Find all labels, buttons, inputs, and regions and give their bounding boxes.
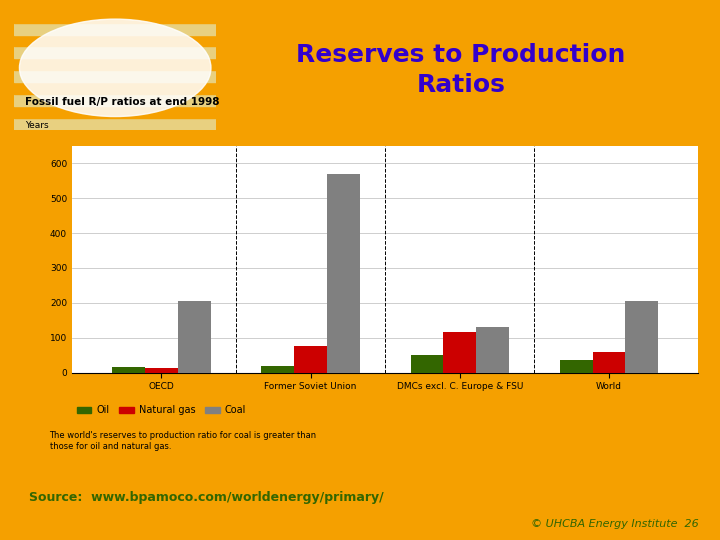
Bar xyxy=(14,46,216,58)
Legend: Oil, Natural gas, Coal: Oil, Natural gas, Coal xyxy=(77,406,246,415)
Bar xyxy=(14,94,216,106)
Bar xyxy=(294,347,327,373)
Bar xyxy=(476,327,509,373)
Bar xyxy=(625,301,658,373)
Bar xyxy=(14,106,216,118)
Bar xyxy=(261,366,294,373)
Bar xyxy=(178,301,211,373)
Text: Fossil fuel R/P ratios at end 1998: Fossil fuel R/P ratios at end 1998 xyxy=(25,97,220,107)
Bar xyxy=(14,58,216,70)
Text: Reserves to Production
Ratios: Reserves to Production Ratios xyxy=(296,43,626,97)
Bar xyxy=(327,174,360,373)
Bar xyxy=(593,352,625,373)
Text: © UHCBA Energy Institute  26: © UHCBA Energy Institute 26 xyxy=(531,519,698,529)
Bar xyxy=(410,355,444,373)
Bar xyxy=(145,368,178,373)
Text: Years: Years xyxy=(25,120,49,130)
Bar xyxy=(444,333,476,373)
Text: Source:  www.bpamoco.com/worldenergy/primary/: Source: www.bpamoco.com/worldenergy/prim… xyxy=(29,491,384,504)
Bar xyxy=(14,23,216,35)
Bar xyxy=(14,11,216,23)
Bar xyxy=(14,70,216,82)
Text: The world's reserves to production ratio for coal is greater than
those for oil : The world's reserves to production ratio… xyxy=(50,431,317,451)
Bar xyxy=(14,118,216,130)
Ellipse shape xyxy=(19,19,211,117)
Bar xyxy=(14,35,216,46)
Bar xyxy=(14,82,216,94)
Bar xyxy=(559,360,593,373)
Bar xyxy=(112,367,145,373)
